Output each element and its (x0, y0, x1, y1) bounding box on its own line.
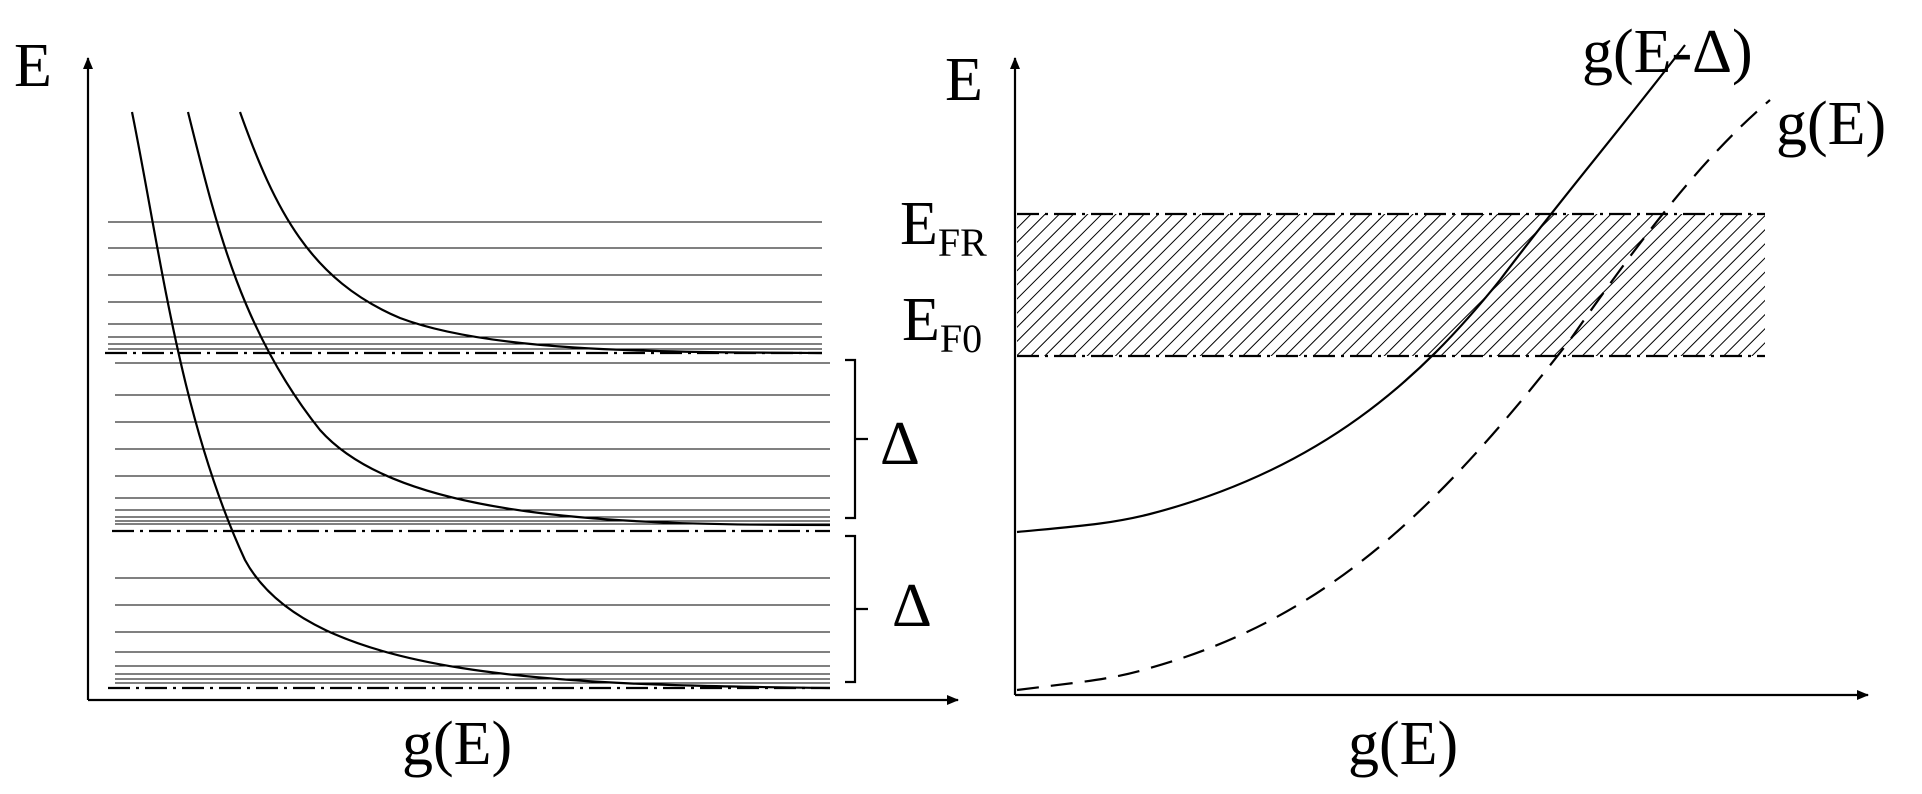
subband-curve-2 (186, 111, 831, 527)
left-x-axis-label: g(E) (402, 710, 512, 778)
left-panel: E g(E) Δ Δ (14, 32, 959, 778)
shifted-dos-curve (1016, 44, 1686, 534)
original-dos-curve-label: g(E) (1776, 90, 1886, 158)
subband-curve-3 (238, 111, 823, 355)
gap-label-lower: Δ (892, 572, 932, 640)
fermi-level-hatched-region (1017, 214, 1765, 356)
right-panel: E g(E) EFR EF0 g(E-Δ) g(E) (900, 18, 1886, 778)
fermi-level-f0-label: EF0 (902, 286, 982, 361)
original-dos-curve (1016, 99, 1771, 692)
gap-bracket-upper (845, 358, 868, 520)
gap-bracket-lower (845, 534, 868, 684)
gap-label-upper: Δ (880, 410, 920, 478)
energy-level-lines (108, 221, 830, 684)
subband-curve-1 (130, 111, 831, 690)
right-y-axis-label: E (945, 46, 983, 114)
shifted-dos-curve-label: g(E-Δ) (1582, 18, 1753, 86)
left-y-axis-label: E (14, 32, 52, 100)
fermi-level-fr-label: EFR (900, 190, 987, 265)
right-x-axis-label: g(E) (1348, 710, 1458, 778)
